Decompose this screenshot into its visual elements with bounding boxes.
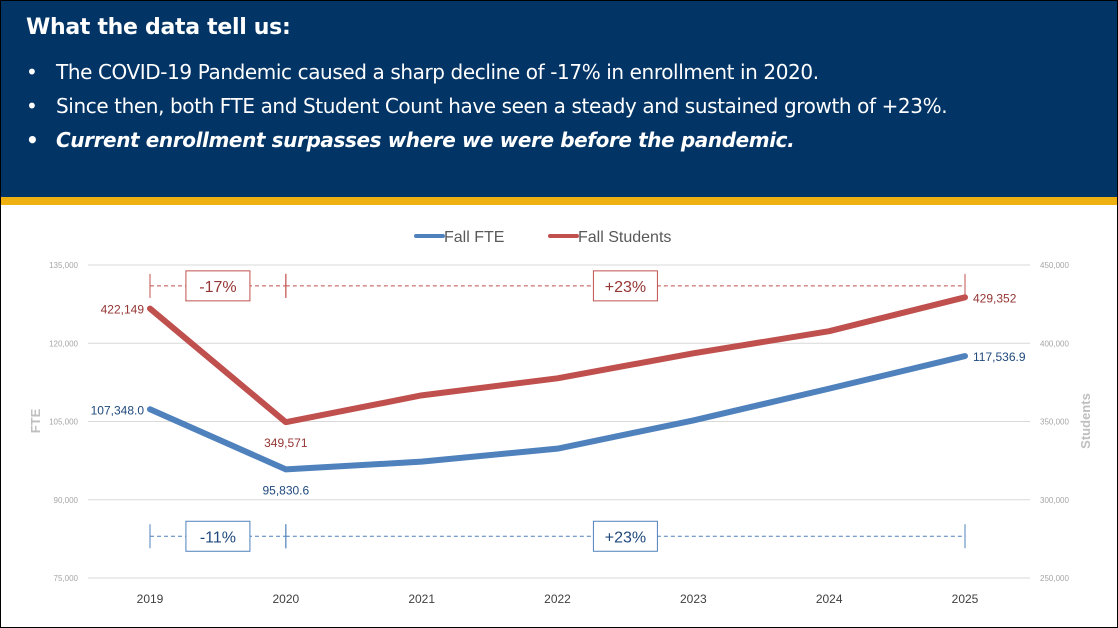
fte-series-line: [147, 353, 968, 473]
right-axis-label: Students: [1078, 393, 1093, 449]
right-tick-label: 350,000: [1040, 418, 1069, 427]
x-tick-label: 2025: [952, 592, 979, 606]
banner-bullet-list: • The COVID-19 Pandemic caused a sharp de…: [26, 55, 948, 157]
data-label: 349,571: [264, 436, 308, 450]
series-lines: [147, 294, 968, 473]
annotation-text: -17%: [199, 279, 236, 296]
bullet-dot-icon: •: [26, 94, 38, 118]
left-axis-label: FTE: [28, 408, 43, 433]
right-tick-label: 300,000: [1040, 496, 1069, 505]
legend-label: Fall FTE: [444, 229, 504, 246]
data-label: 95,830.6: [262, 483, 309, 497]
bullet-text: The COVID-19 Pandemic caused a sharp dec…: [56, 60, 819, 84]
x-tick-label: 2022: [544, 592, 571, 606]
left-tick-label: 120,000: [49, 339, 78, 348]
annotation-text: +23%: [605, 279, 646, 296]
left-tick-label: 90,000: [54, 496, 79, 505]
left-tick-label: 105,000: [49, 418, 78, 427]
annotation-box: [592, 270, 658, 302]
annotation-box: [592, 520, 658, 552]
bullet-text: Since then, both FTE and Student Count h…: [56, 94, 948, 118]
banner-title: What the data tell us:: [26, 15, 291, 40]
bullet-item: • The COVID-19 Pandemic caused a sharp de…: [26, 55, 947, 89]
x-axis-ticks: 2019 2020 2021 2022 2023 2024 2025: [137, 592, 979, 606]
annotation-box: [185, 520, 251, 552]
right-tick-label: 400,000: [1040, 339, 1069, 348]
bullet-item: • Since then, both FTE and Student Count …: [26, 89, 948, 123]
annotation-text: +23%: [605, 529, 646, 546]
x-tick-label: 2023: [680, 592, 707, 606]
right-axis-ticks: 250,000 300,000 350,000 400,000 450,000: [1040, 261, 1069, 583]
banner-gold-stripe: [1, 197, 1117, 205]
data-labels: 107,348.0 95,830.6 117,536.9 422,149 349,571…: [91, 291, 1026, 497]
gridlines: [88, 264, 1030, 579]
data-label: 422,149: [101, 303, 145, 317]
right-tick-label: 450,000: [1040, 261, 1069, 270]
x-tick-label: 2021: [408, 592, 435, 606]
x-tick-label: 2019: [137, 592, 164, 606]
data-label: 107,348.0: [91, 403, 145, 417]
bullet-dot-icon: •: [26, 60, 38, 84]
students-series-line: [147, 294, 968, 426]
annotation-text: -11%: [200, 529, 236, 546]
data-label: 429,352: [973, 291, 1017, 305]
left-axis-ticks: 75,000 90,000 105,000 120,000 135,000: [49, 261, 78, 583]
legend-label: Fall Students: [578, 229, 671, 246]
x-tick-label: 2020: [272, 592, 299, 606]
bullet-item: • Current enrollment surpasses where we w…: [26, 123, 947, 157]
legend: Fall FTE Fall Students: [414, 229, 671, 246]
left-tick-label: 75,000: [54, 574, 79, 583]
bullet-text: Current enrollment surpasses where we we…: [56, 128, 795, 152]
left-tick-label: 135,000: [49, 261, 78, 270]
summary-banner: What the data tell us: • The COVID-19 Pan…: [1, 1, 1117, 197]
change-annotations: -17% +23% -11% +23%: [149, 270, 966, 552]
right-tick-label: 250,000: [1040, 574, 1069, 583]
data-label: 117,536.9: [973, 350, 1026, 364]
x-tick-label: 2024: [816, 592, 843, 606]
bullet-dot-icon: •: [26, 128, 39, 152]
annotation-box: [185, 270, 251, 302]
